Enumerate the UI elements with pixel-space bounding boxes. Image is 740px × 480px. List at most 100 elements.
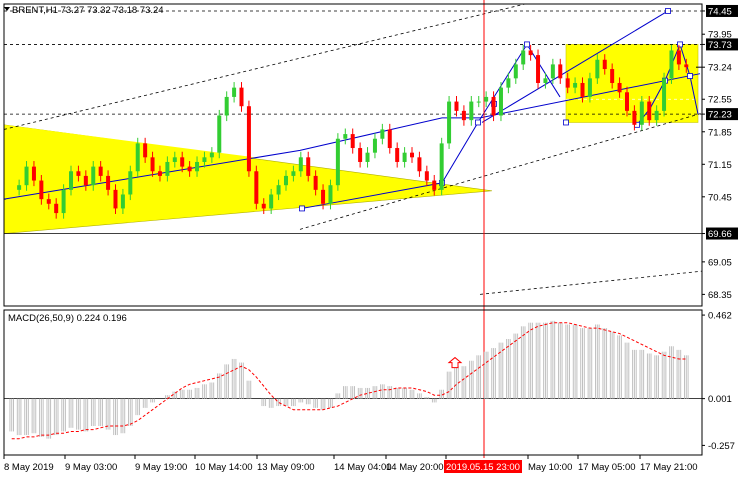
candle-body — [91, 166, 96, 186]
time-highlight — [444, 460, 522, 473]
pattern-point — [524, 41, 530, 48]
candle-body — [61, 189, 66, 214]
candle-body — [98, 166, 103, 176]
horizontal-levels — [4, 10, 702, 234]
candle-body — [269, 194, 274, 209]
candle-body — [313, 175, 318, 190]
chart-frame — [3, 3, 703, 456]
candle-body — [232, 87, 237, 97]
triangle-pattern-left — [4, 124, 255, 197]
macd-label: MACD(26,50,9) 0.224 0.196 — [8, 313, 127, 324]
candles — [17, 44, 689, 219]
candle-body — [610, 69, 615, 83]
target-line — [481, 10, 669, 123]
time-tick-label: May 10:00 — [528, 462, 572, 473]
price-tick-label: 71.85 — [708, 127, 732, 138]
macd-axis: 0.462 0.001 -0.257 — [702, 311, 735, 452]
price-tick-label: 73.95 — [708, 30, 732, 41]
candle-body — [180, 157, 185, 167]
candle-body — [639, 101, 644, 125]
candle-body — [395, 148, 400, 162]
candle-body — [565, 78, 570, 88]
candle-body — [580, 82, 585, 97]
candle-body — [187, 166, 192, 172]
price-tick-label: 70.45 — [708, 192, 732, 203]
price-tag — [706, 227, 738, 240]
price-tick-label: 72.55 — [708, 95, 732, 106]
candle-body — [150, 157, 155, 172]
candle-body — [69, 171, 74, 190]
time-tick-label: 14 May 04:00 — [334, 462, 392, 473]
pattern-point — [563, 119, 569, 126]
candle-body — [335, 138, 340, 186]
candle-body — [439, 143, 444, 190]
time-tick-label: 8 May 2019 — [4, 462, 54, 473]
candle-body — [410, 152, 415, 158]
candle-body — [202, 157, 207, 162]
candle-body — [106, 175, 111, 190]
channel-bottom — [479, 270, 703, 295]
time-highlight-label: 2019.05.15 23:00 — [446, 462, 520, 473]
macd-tick-label: -0.257 — [708, 441, 735, 452]
candle-body — [39, 180, 44, 200]
candle-body — [528, 50, 533, 56]
time-tick-label: 17 May 21:00 — [640, 462, 698, 473]
price-tick-label: 71.15 — [708, 160, 732, 171]
symbol-header: BRENT,H1 73.27 73.32 73.18 73.24 — [12, 5, 164, 16]
channel-upper — [3, 3, 526, 130]
candle-body — [550, 64, 555, 79]
candle-body — [684, 64, 689, 68]
candle-body — [461, 110, 466, 121]
candle-body — [350, 134, 355, 149]
macd-tick-label: 0.462 — [708, 311, 732, 322]
candle-body — [669, 50, 674, 79]
candle-body — [417, 157, 422, 172]
price-tick-label: 69.05 — [708, 257, 732, 268]
pattern-point — [475, 119, 481, 126]
candle-body — [536, 55, 541, 83]
price-tag-label: 69.66 — [708, 229, 732, 240]
candle-body — [224, 96, 229, 116]
candle-body — [254, 171, 259, 204]
candle-body — [128, 171, 133, 195]
candle-body — [172, 157, 177, 162]
price-tag — [706, 4, 738, 17]
time-tick-label: 9 May 19:00 — [135, 462, 187, 473]
macd-tick-label: 0.001 — [708, 394, 732, 405]
candle-body — [306, 157, 311, 176]
candle-body — [647, 101, 652, 121]
candle-body — [521, 50, 526, 65]
pattern-point — [665, 8, 671, 14]
candle-body — [76, 171, 81, 176]
candle-body — [54, 203, 59, 214]
candle-body — [283, 175, 288, 186]
time-tick-label: 9 May 03:00 — [65, 462, 117, 473]
candle-body — [632, 110, 637, 125]
candle-body — [676, 50, 681, 65]
pattern-point — [687, 73, 693, 79]
price-tag — [706, 108, 738, 121]
candle-body — [195, 161, 200, 172]
price-tick-label: 68.35 — [708, 290, 732, 301]
price-panel-frame — [3, 3, 703, 307]
time-tick-label: 10 May 14:00 — [195, 462, 253, 473]
candle-body — [365, 152, 370, 162]
candle-body — [291, 171, 296, 176]
candle-body — [17, 185, 22, 190]
candle-body — [432, 180, 437, 190]
macd-histogram — [4, 320, 702, 440]
candle-body — [380, 129, 385, 139]
candle-body — [602, 59, 607, 70]
channel-lower — [299, 112, 703, 230]
candle-body — [543, 78, 548, 83]
candle-body — [387, 129, 392, 149]
candle-body — [83, 175, 88, 186]
macd-panel-frame — [3, 309, 703, 456]
menu-arrow-icon[interactable] — [4, 7, 10, 11]
candle-body — [447, 101, 452, 144]
candle-body — [24, 166, 29, 186]
candle-body — [491, 96, 496, 116]
candle-body — [135, 143, 140, 172]
